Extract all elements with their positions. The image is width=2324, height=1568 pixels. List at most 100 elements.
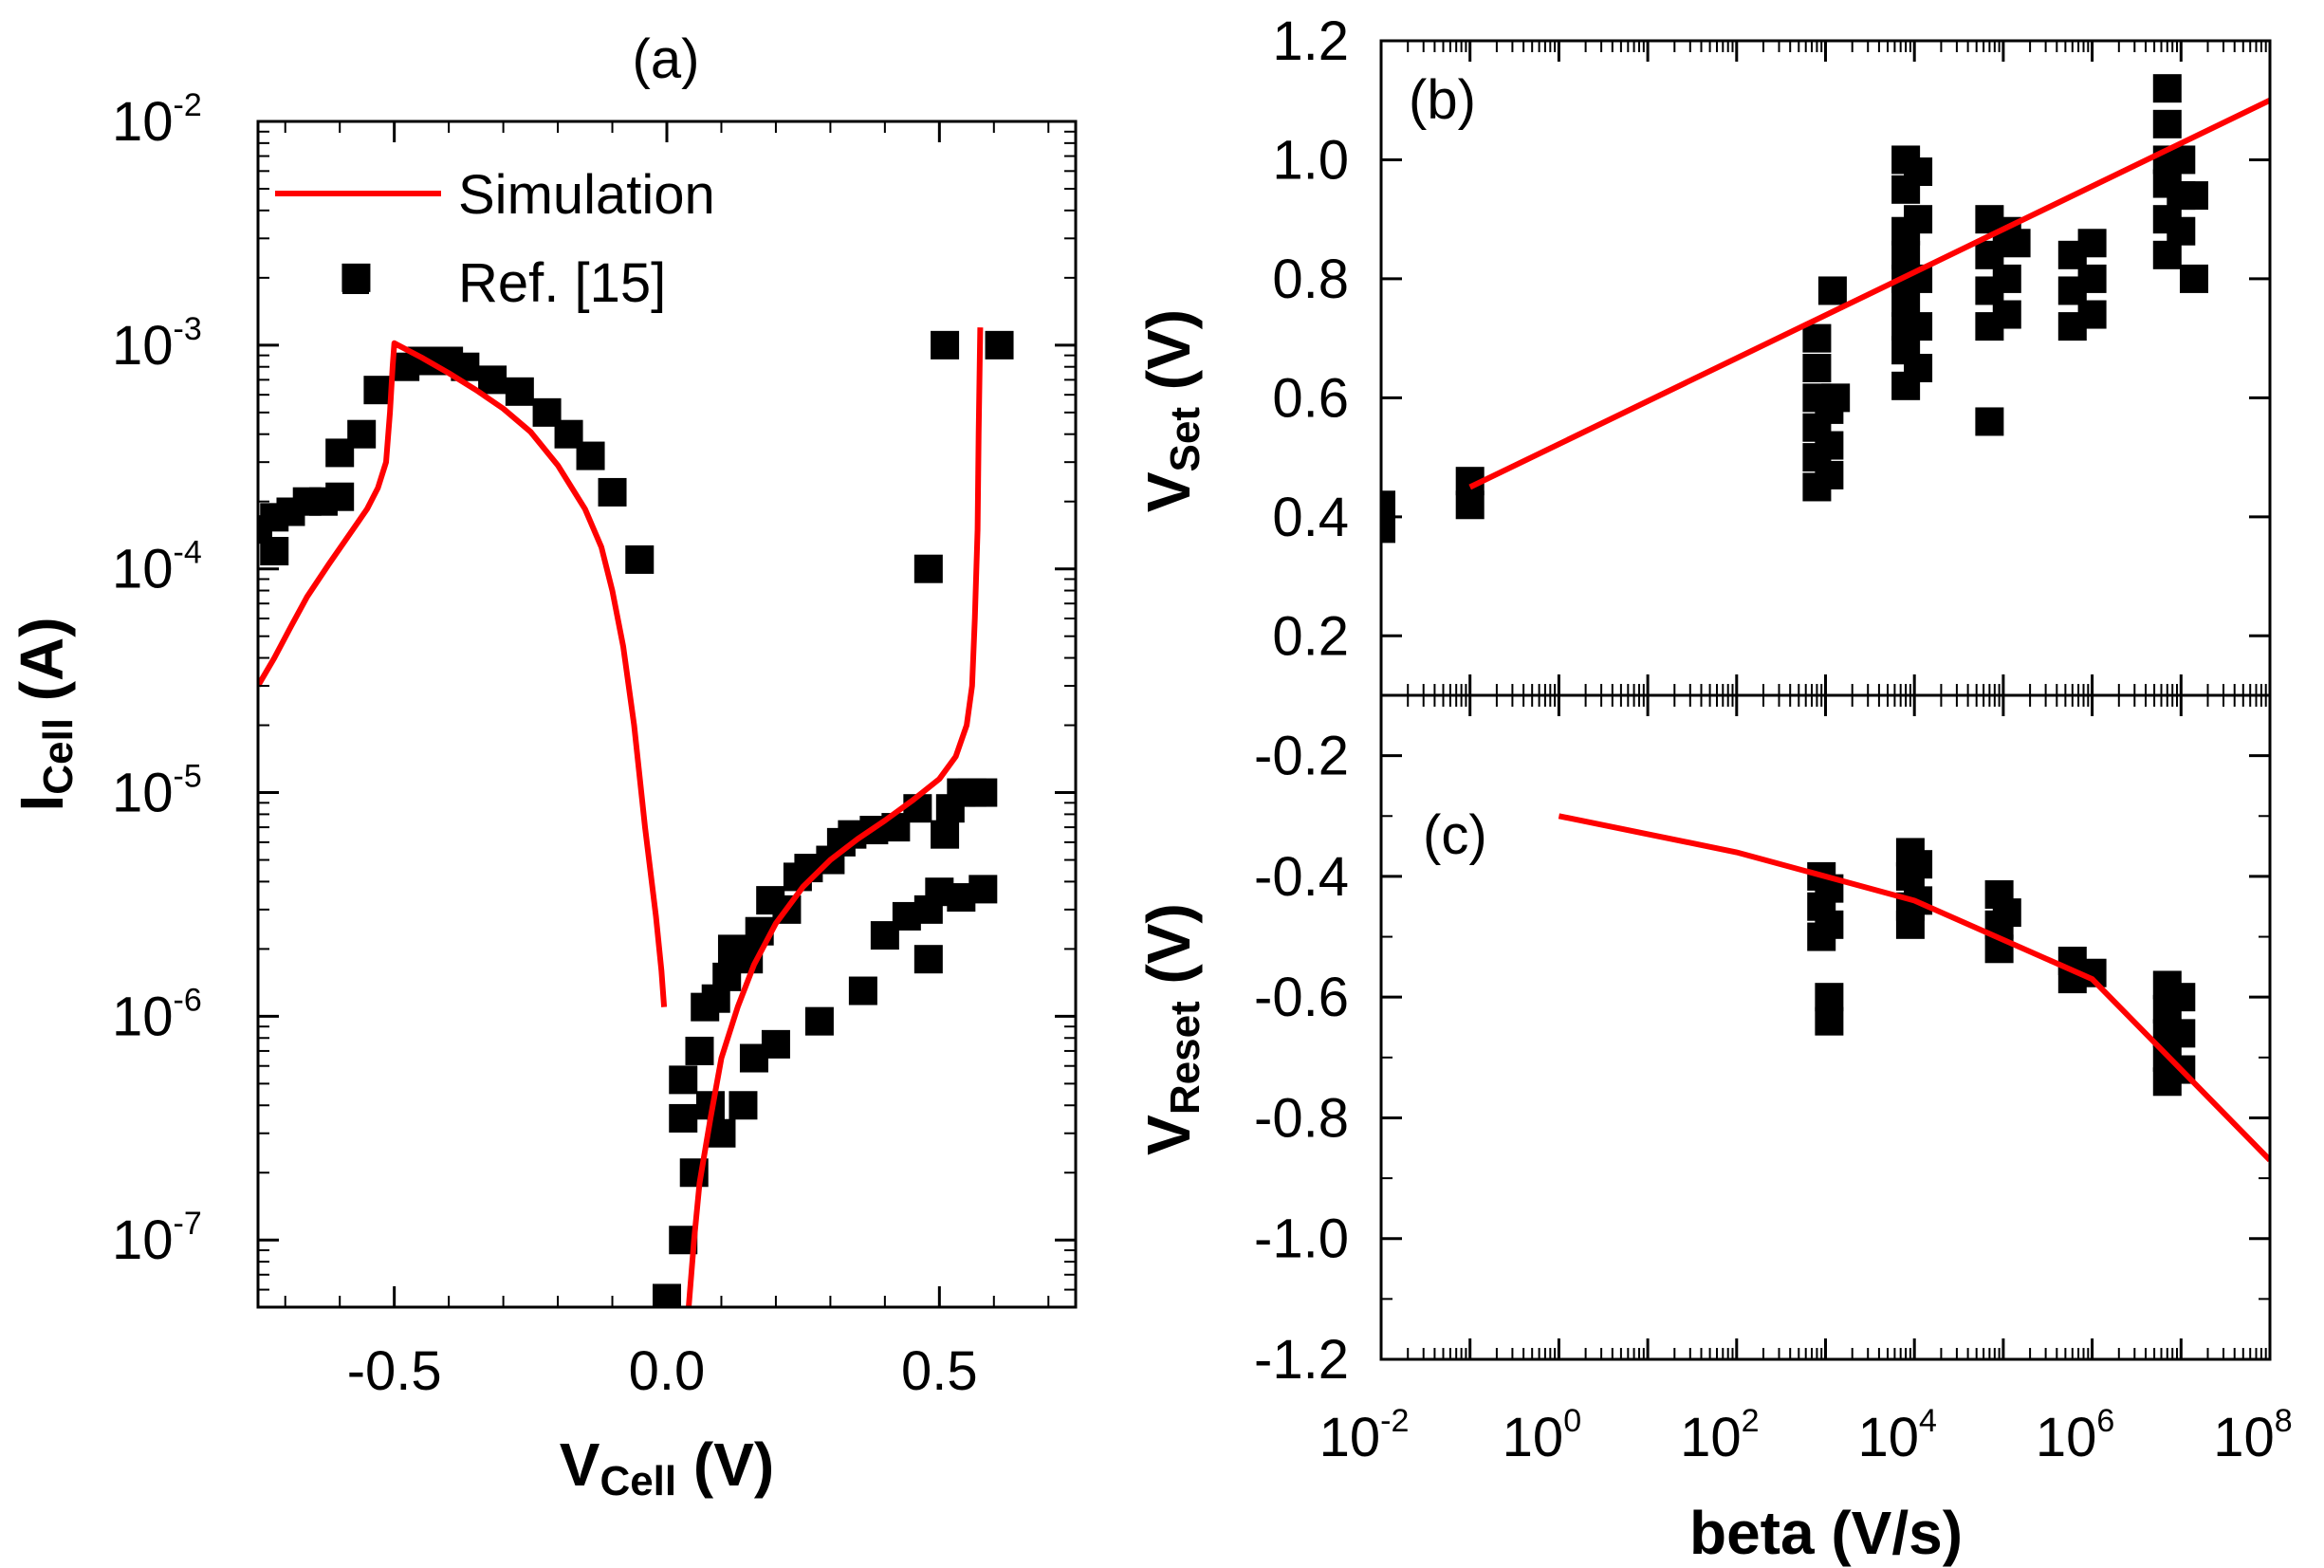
panel-a-plot — [258, 263, 1014, 1307]
x-tick-label: 106 — [2036, 1403, 2114, 1468]
data-point — [2167, 983, 2196, 1012]
data-point — [1992, 264, 2021, 293]
ref15-point — [325, 482, 355, 511]
x-tick-label: 0.5 — [901, 1340, 978, 1402]
y-tick-label: 0.4 — [1272, 487, 1349, 548]
x-tick-label: 0.0 — [629, 1340, 706, 1402]
simulation-curve-segment-1 — [258, 340, 668, 1007]
panel-a-xlabel: VCell (V) — [560, 1430, 774, 1504]
data-point — [1817, 276, 1847, 305]
ref15-point — [761, 1029, 790, 1059]
data-point — [1802, 354, 1832, 382]
ref15-point — [947, 778, 976, 807]
y-tick-label: 10-3 — [112, 311, 202, 377]
data-point — [1895, 910, 1925, 939]
panel-c-ylabel: VReset (V) — [1134, 903, 1208, 1155]
data-point — [1815, 1006, 1844, 1036]
y-tick-label: 10-6 — [112, 982, 202, 1047]
ref15-point — [347, 419, 377, 449]
data-point — [2077, 264, 2107, 293]
panel-c-label: (c) — [1423, 804, 1487, 866]
y-tick-label: 10-4 — [112, 535, 202, 600]
panel-a-data — [258, 263, 1014, 1307]
panel-b-data — [1381, 74, 2270, 544]
data-point — [2152, 109, 2182, 138]
data-point — [1455, 490, 1485, 520]
legend-ref-label: Ref. [15] — [458, 252, 666, 314]
simulation-line — [1558, 813, 2270, 1163]
y-tick-label: 0.6 — [1272, 367, 1349, 429]
ref15-point — [625, 544, 655, 574]
data-point — [1904, 312, 1933, 341]
y-tick-label: 10-2 — [112, 87, 202, 153]
panel-a-legend: Simulation Ref. [15] — [275, 164, 715, 314]
data-point — [2167, 1019, 2196, 1048]
panel-a-ticks: -0.5 0.0 0.5 10-7 10-6 10-5 10-4 10-3 10-2 — [112, 87, 1076, 1402]
y-tick-label: -1.0 — [1254, 1208, 1349, 1270]
panel-b-label: (b) — [1409, 69, 1476, 131]
ref15-point — [669, 1103, 698, 1133]
data-point — [1821, 383, 1851, 413]
panel-a-label: (a) — [633, 28, 700, 90]
y-tick-label: -0.4 — [1254, 846, 1349, 908]
panel-b-ylabel: VSet (V) — [1134, 309, 1208, 512]
data-point — [1904, 205, 1933, 234]
panel-c-plot — [1558, 813, 2270, 1163]
data-point — [1815, 983, 1844, 1012]
data-point — [1815, 910, 1844, 939]
data-point — [1815, 431, 1844, 460]
ref15-point — [363, 376, 393, 405]
panel-a-frame — [256, 120, 1078, 1309]
data-point — [2077, 229, 2107, 258]
ref15-point — [804, 1006, 834, 1036]
data-point — [1802, 323, 1832, 353]
data-point — [1975, 240, 2004, 269]
panel-a: (a) -0.5 0.0 0.5 10-7 10-6 10-5 10-4 10-3 10-2 S… — [8, 28, 1078, 1504]
x-tick-label: 108 — [2213, 1403, 2292, 1468]
ref15-point — [729, 1091, 758, 1120]
data-point — [1891, 288, 1921, 317]
data-point — [1891, 240, 1921, 269]
data-point — [2179, 264, 2208, 293]
simulation-curve-segment-2 — [686, 327, 984, 1307]
panel-c-data — [1558, 813, 2270, 1163]
data-point — [2077, 300, 2107, 329]
data-point — [1992, 300, 2021, 329]
ref15-point — [985, 330, 1014, 360]
panel-c-xlabel: beta (V/s) — [1689, 1499, 1963, 1567]
ref15-point — [931, 820, 960, 849]
ref15-point — [669, 1065, 698, 1095]
data-point — [2152, 240, 2182, 269]
y-tick-label: -0.2 — [1254, 726, 1349, 787]
panel-c: -0.2 -0.4 -0.6 -0.8 -1.0 -1.2 10-2 100 102 104 106… — [1134, 693, 2293, 1567]
x-tick-label: -0.5 — [347, 1340, 442, 1402]
data-point — [1381, 490, 1395, 520]
x-tick-label: 102 — [1680, 1403, 1759, 1468]
data-point — [1975, 407, 2004, 436]
y-tick-label: 0.2 — [1272, 605, 1349, 667]
y-tick-label: 0.8 — [1272, 249, 1349, 310]
ref15-point — [913, 554, 943, 583]
panel-b-plot — [1381, 74, 2270, 544]
legend-simulation-label: Simulation — [458, 164, 715, 226]
data-point — [2179, 181, 2208, 211]
data-point — [2167, 216, 2196, 246]
ref15-point — [505, 377, 534, 406]
y-tick-label: -1.2 — [1254, 1329, 1349, 1391]
y-tick-label: 10-7 — [112, 1206, 202, 1271]
x-tick-label: 100 — [1503, 1403, 1581, 1468]
ref15-point — [968, 875, 998, 904]
x-tick-label: 104 — [1857, 1403, 1936, 1468]
data-point — [1904, 850, 1933, 879]
ref15-point — [931, 330, 960, 360]
ref15-point — [598, 477, 627, 507]
simulation-line — [1468, 97, 2270, 490]
panel-b-ticks: 0.2 0.4 0.6 0.8 1.0 1.2 — [1272, 10, 2272, 695]
ref15-point — [685, 1036, 714, 1065]
data-point — [1904, 354, 1933, 382]
ref15-point — [260, 537, 289, 566]
data-point — [1815, 460, 1844, 489]
panel-a-ylabel: ICell (A) — [8, 617, 82, 811]
ref15-point — [576, 441, 605, 470]
